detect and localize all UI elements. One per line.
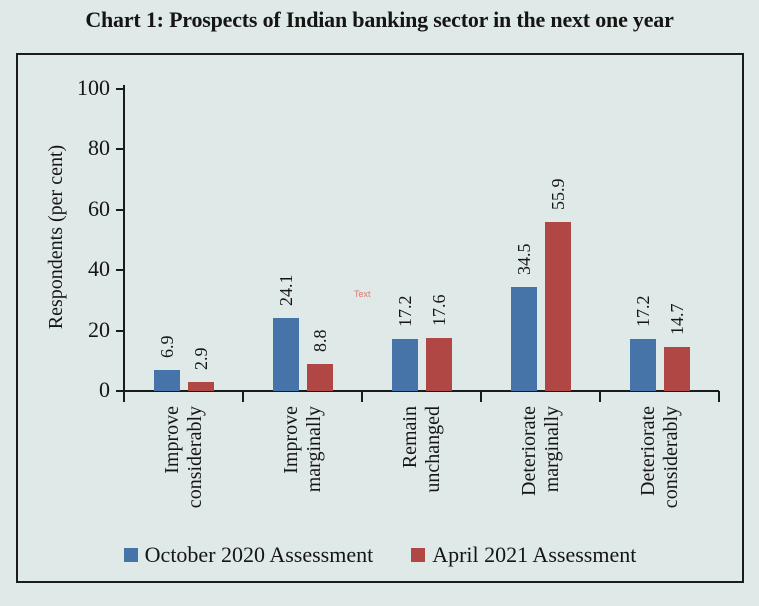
bar (510, 286, 537, 391)
bar-value-label: 14.7 (666, 303, 687, 335)
bar-value-label: 55.9 (547, 178, 568, 211)
legend-label: April 2021 Assessment (432, 542, 637, 567)
y-axis-line (123, 85, 125, 402)
legend: October 2020 Assessment April 2021 Assess… (18, 542, 742, 568)
legend-item: October 2020 Assessment (123, 542, 374, 568)
y-tick-label: 80 (88, 135, 110, 161)
bar (306, 364, 333, 391)
x-tick (599, 391, 601, 402)
plot-area: 0 20 40 60 80 100 6.9 2.9 Improve considerably 24.… (18, 55, 742, 581)
legend-swatch-icon (411, 548, 426, 562)
bar-value-label: 17.2 (632, 295, 653, 328)
x-category-label: Deteriorate marginally (517, 406, 563, 496)
x-category-label: Improve considerably (160, 406, 206, 509)
x-tick (480, 391, 482, 402)
y-tick-label: 20 (88, 316, 110, 342)
chart-box: Respondents (per cent) 0 20 40 60 80 100 6.9 2.… (16, 53, 744, 583)
y-tick-label: 60 (88, 195, 110, 221)
bar (425, 337, 452, 391)
bar-value-label: 17.6 (428, 294, 449, 326)
y-tick (116, 269, 124, 272)
bar (391, 339, 418, 391)
x-tick (718, 391, 720, 402)
y-tick (116, 390, 124, 392)
bar (629, 339, 656, 391)
y-tick-label: 40 (88, 256, 110, 282)
legend-item: April 2021 Assessment (411, 542, 636, 568)
bar-value-label: 8.8 (309, 329, 330, 353)
x-axis-line (116, 390, 719, 392)
bar (663, 346, 690, 391)
bar (272, 318, 299, 391)
y-tick-label: 0 (99, 377, 110, 402)
bar-value-label: 17.2 (394, 295, 415, 328)
bar-value-label: 34.5 (513, 243, 534, 275)
y-tick (116, 329, 124, 332)
x-category-label: Remain unchanged (398, 406, 444, 493)
y-tick (116, 88, 124, 90)
bar (544, 222, 571, 391)
y-tick (116, 208, 124, 211)
chart-title: Chart 1: Prospects of Indian banking sec… (85, 7, 674, 32)
x-category-label: Improve marginally (279, 406, 325, 493)
bar-value-label: 2.9 (190, 347, 211, 371)
bar-value-label: 24.1 (275, 274, 296, 307)
x-category-label: Deteriorate considerably (636, 406, 682, 509)
legend-label: October 2020 Assessment (144, 542, 374, 567)
x-tick (361, 391, 363, 402)
bar (187, 382, 214, 391)
bar-value-label: 6.9 (156, 335, 177, 359)
x-tick (242, 391, 244, 402)
y-tick (116, 148, 124, 151)
bar (153, 370, 180, 391)
stray-text-artifact: Text (354, 289, 371, 299)
y-tick-label: 100 (77, 75, 110, 100)
legend-swatch-icon (123, 548, 138, 562)
